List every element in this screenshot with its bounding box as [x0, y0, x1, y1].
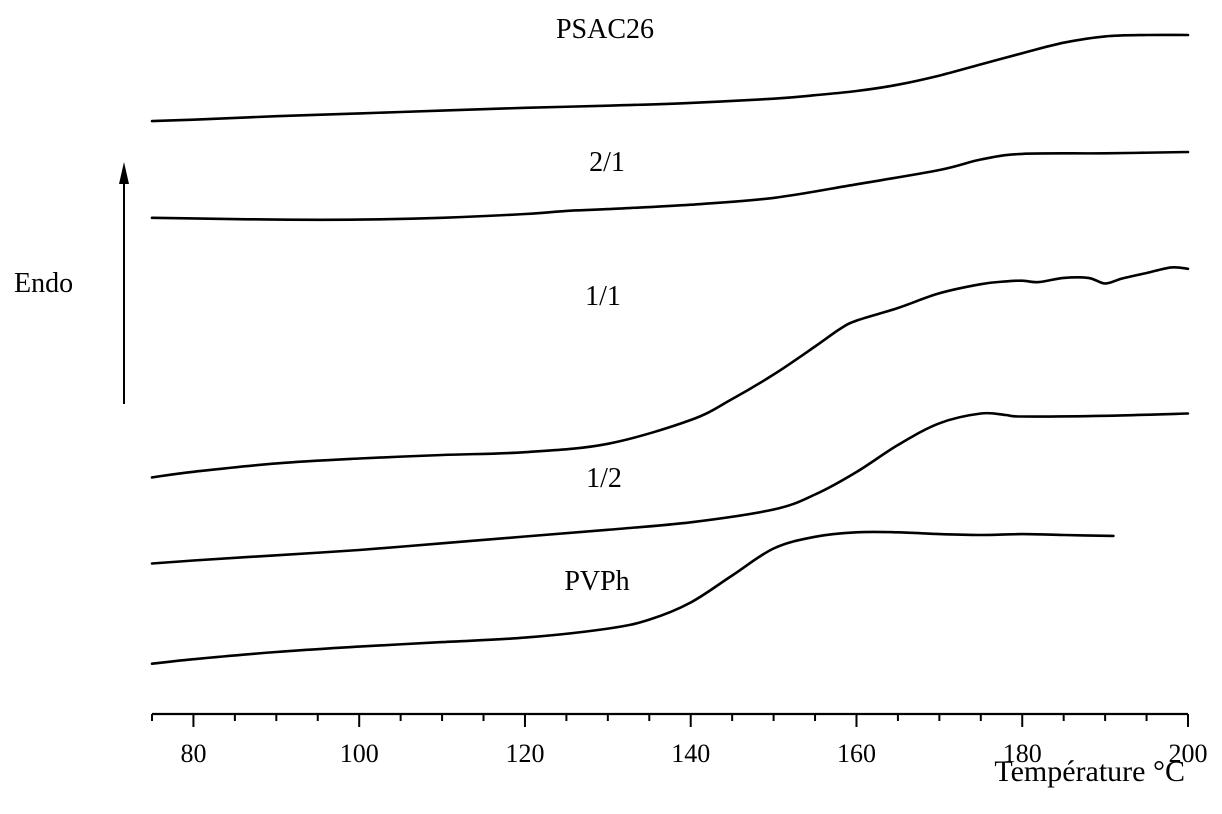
endo-arrow-head — [119, 162, 129, 184]
x-tick-label: 80 — [180, 739, 206, 768]
series-line-1-2 — [150, 411, 1190, 565]
x-axis-label: Température °C — [994, 755, 1185, 788]
x-axis-ticks: 80 100 120 140 160 180 200 — [151, 714, 1208, 768]
series-label-pvph: PVPh — [564, 566, 629, 597]
x-tick-label: 200 — [1169, 739, 1208, 768]
x-tick-label: 100 — [340, 739, 379, 768]
series-label-2-1: 2/1 — [589, 147, 625, 178]
series-label-1-2: 1/2 — [586, 463, 622, 494]
y-axis-label: Endo — [14, 268, 73, 299]
x-tick-label: 120 — [505, 739, 544, 768]
x-tick-label: 180 — [1003, 739, 1042, 768]
plot-area: PSAC26 2/1 1/1 1/2 PVPh — [150, 14, 1190, 665]
series-line-1-1 — [150, 265, 1190, 479]
series-line-2-1 — [150, 150, 1190, 222]
series-line-psac26 — [150, 33, 1190, 123]
x-tick-label: 160 — [837, 739, 876, 768]
x-tick-label: 140 — [671, 739, 710, 768]
series-line-pvph — [150, 530, 1115, 665]
series-label-1-1: 1/1 — [585, 281, 621, 312]
series-label-psac26: PSAC26 — [556, 14, 654, 45]
